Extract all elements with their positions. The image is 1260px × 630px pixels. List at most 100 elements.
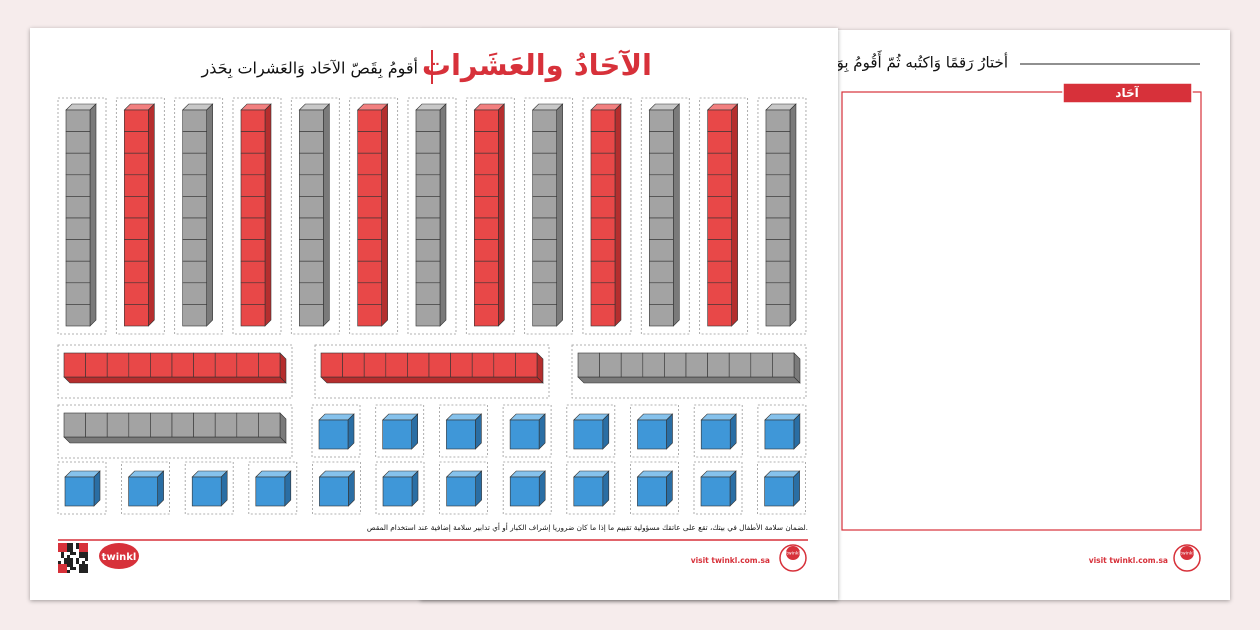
logo: twinkl — [102, 552, 137, 563]
rod-cube — [124, 131, 149, 154]
qr-cell — [73, 567, 76, 570]
rod-cube — [590, 196, 616, 219]
qr-cell — [79, 555, 82, 558]
cube-front — [382, 476, 413, 507]
cut-box — [465, 97, 515, 335]
rod-cube — [182, 174, 207, 197]
cube-side — [538, 470, 546, 507]
qr-cell — [79, 570, 82, 573]
qr-cell — [76, 543, 79, 546]
qr-cell — [85, 558, 88, 561]
rod-cube — [128, 352, 151, 378]
qr-cell — [82, 549, 85, 552]
qr-cell — [61, 567, 64, 570]
rod-cube — [299, 239, 324, 262]
rod-cube — [240, 282, 266, 305]
rod-cube — [648, 304, 674, 327]
rod-cube — [65, 239, 91, 262]
rod-cube — [240, 260, 266, 284]
cut-box — [524, 97, 574, 335]
rod-side — [439, 103, 447, 327]
rod-cube — [685, 352, 708, 378]
website: visit twinkl.com.sa — [1089, 556, 1168, 565]
cut-box — [375, 404, 425, 458]
qr-cell — [70, 558, 73, 561]
cube-front — [573, 419, 604, 450]
rod-cube — [707, 304, 732, 327]
rod-cube — [474, 109, 499, 132]
rod-cube — [65, 174, 91, 197]
cut-box — [566, 404, 616, 458]
rod-cube — [765, 239, 791, 262]
cut-box — [314, 344, 550, 399]
badge-text: twinkl — [786, 551, 799, 557]
rod-cube — [182, 239, 207, 262]
rod-cube — [648, 239, 674, 262]
qr-cell — [70, 564, 73, 567]
rod-cube — [599, 352, 622, 378]
rod-cube — [532, 217, 557, 240]
cut-box — [757, 97, 807, 335]
cut-box — [184, 461, 234, 515]
rod-cube — [765, 109, 791, 132]
rod-cube — [299, 174, 324, 197]
unit-cube — [573, 470, 610, 507]
rod-cube — [128, 412, 151, 438]
rod-cube — [182, 152, 207, 176]
rod-cube — [772, 352, 795, 378]
unit-cube — [636, 413, 674, 450]
cube-front — [255, 476, 286, 507]
tens-rod — [473, 103, 506, 327]
rod-cube — [85, 352, 108, 378]
cube-side — [793, 413, 801, 450]
rod-cube — [664, 352, 687, 378]
tens-rod — [415, 103, 447, 327]
rod-cube — [124, 174, 149, 197]
qr-cell — [79, 564, 82, 567]
cut-box — [693, 461, 743, 515]
qr-cell — [79, 543, 82, 546]
qr-cell — [82, 555, 85, 558]
qr-cell — [58, 543, 61, 546]
rod-cube — [357, 239, 382, 262]
rod-side — [323, 103, 330, 327]
qr-cell — [64, 558, 67, 561]
rod-bottom — [577, 376, 801, 384]
cut-box — [407, 97, 457, 335]
rod-cube — [590, 282, 616, 305]
tens-rod — [63, 412, 287, 444]
tens-rod — [356, 103, 389, 327]
rod-cube — [474, 152, 499, 176]
rod-cube — [65, 109, 91, 132]
qr-cell — [58, 564, 61, 567]
rod-side — [789, 103, 797, 327]
qr-cell — [64, 567, 67, 570]
rod-cube — [63, 352, 86, 378]
qr-cell — [70, 543, 73, 546]
rod-cube — [474, 282, 499, 305]
qr-cell — [58, 567, 61, 570]
cube-side — [602, 413, 610, 450]
rod-cube — [357, 109, 382, 132]
qr-cell — [76, 546, 79, 549]
rod-cube — [532, 174, 557, 197]
rod-cube — [620, 352, 644, 378]
rod-cube — [493, 352, 516, 378]
rod-cube — [299, 131, 324, 154]
qr-cell — [85, 549, 88, 552]
rod-cube — [648, 174, 674, 197]
unit-cube — [700, 413, 737, 450]
rod-cube — [648, 282, 674, 305]
cut-box — [115, 97, 165, 335]
rod-cube — [193, 412, 216, 438]
rod-cube — [106, 352, 130, 378]
tens-rod — [181, 103, 214, 327]
badge-dot — [786, 546, 800, 560]
cut-box — [630, 404, 679, 458]
qr-cell — [85, 552, 88, 555]
rod-cube — [532, 131, 557, 154]
cube-front — [764, 476, 794, 507]
rod-cube — [240, 196, 266, 219]
rod-cube — [299, 152, 324, 176]
rod-cube — [532, 239, 557, 262]
